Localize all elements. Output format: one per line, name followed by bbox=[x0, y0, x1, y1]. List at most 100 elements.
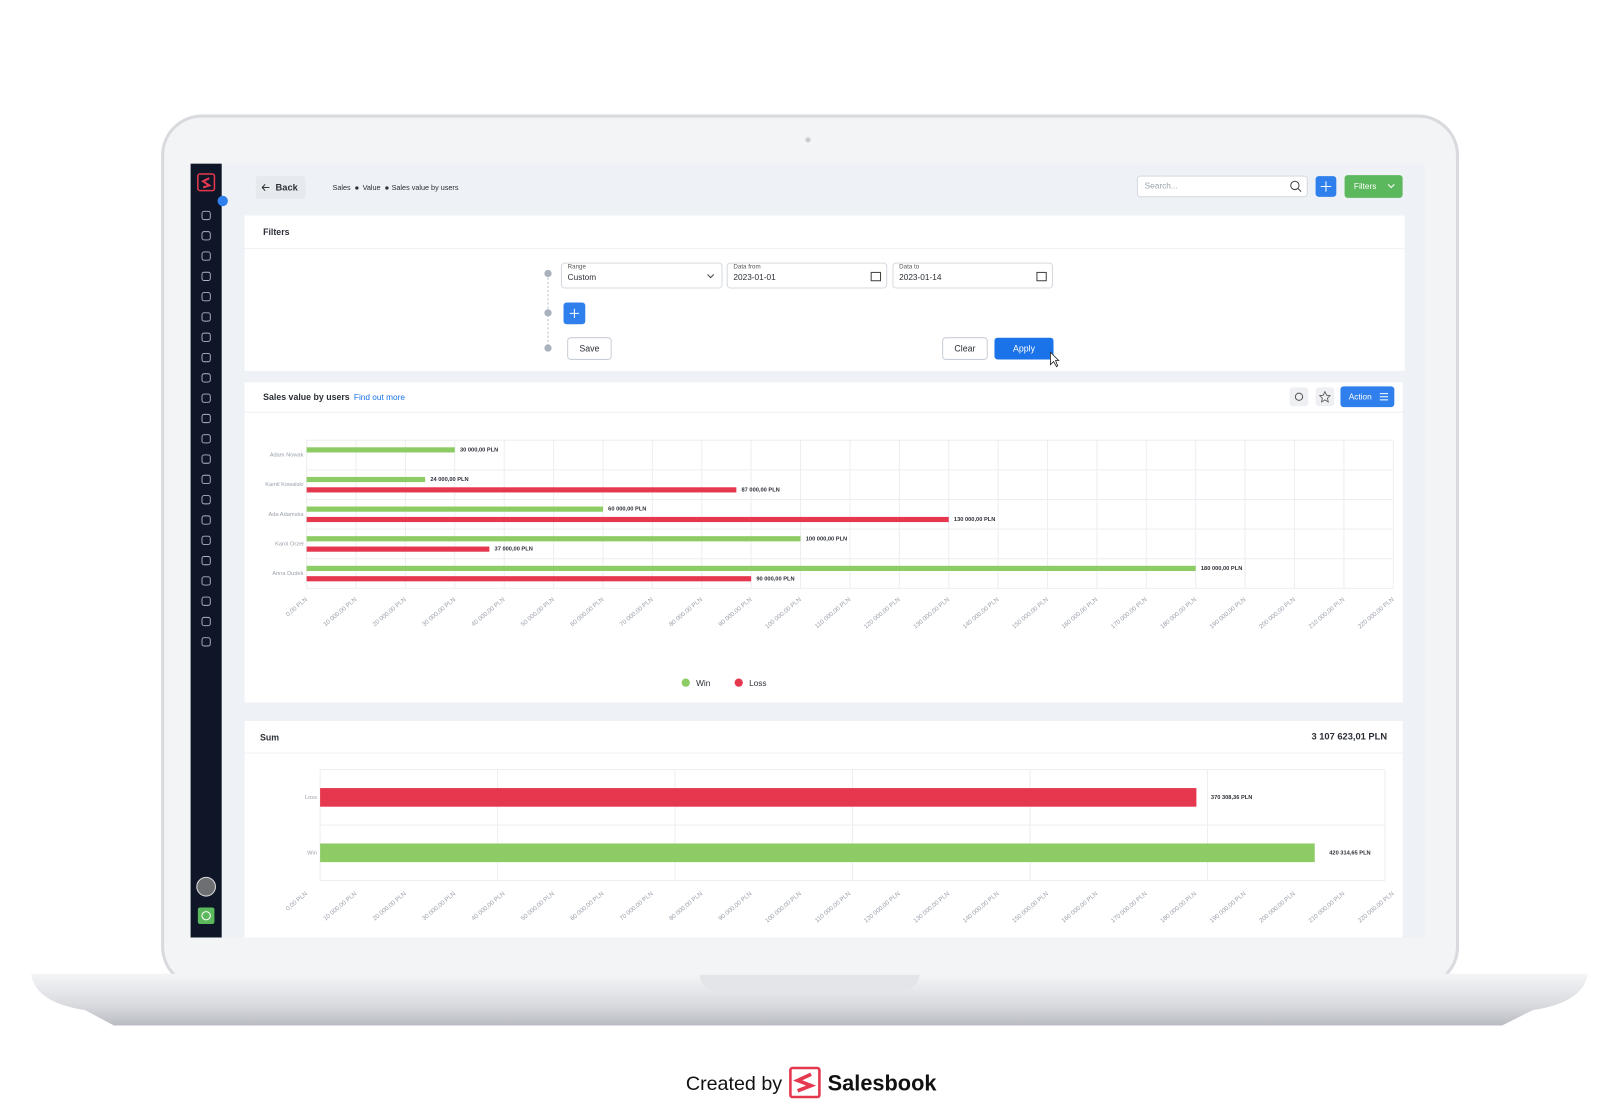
filters-panel bbox=[244, 215, 1405, 371]
breadcrumb-item[interactable]: Sales bbox=[333, 183, 352, 192]
add-icon bbox=[1320, 181, 1332, 192]
sidebar-icon[interactable] bbox=[201, 474, 211, 485]
app-logo[interactable] bbox=[197, 173, 216, 192]
save-label: Save bbox=[579, 343, 599, 353]
value-label: 100 000,00 PLN bbox=[806, 536, 847, 542]
breadcrumb-separator bbox=[385, 186, 389, 190]
search-icon bbox=[1290, 180, 1300, 191]
add-icon bbox=[569, 308, 580, 319]
y-tick-label: Win bbox=[307, 850, 317, 856]
sidebar-icon[interactable] bbox=[201, 251, 211, 261]
legend-swatch bbox=[681, 678, 690, 687]
sidebar-icon[interactable] bbox=[201, 413, 211, 424]
panel-title: Filters bbox=[263, 227, 290, 237]
settings-button[interactable] bbox=[1289, 387, 1309, 407]
back-arrow bbox=[261, 184, 270, 191]
filter-dot bbox=[544, 309, 552, 317]
sidebar-toggle[interactable] bbox=[217, 195, 228, 207]
laptop-base bbox=[31, 973, 1589, 1026]
back-label: Back bbox=[276, 182, 299, 192]
footer-text: Created by bbox=[686, 1073, 782, 1095]
brand-name: Salesbook bbox=[828, 1070, 938, 1095]
date-from-input[interactable] bbox=[726, 262, 888, 289]
favorite-button[interactable] bbox=[1315, 387, 1335, 407]
filter-dot bbox=[544, 344, 552, 352]
field-value: 2023-01-01 bbox=[733, 273, 776, 282]
sidebar-icon[interactable] bbox=[201, 312, 211, 322]
sidebar-icon[interactable] bbox=[201, 576, 211, 586]
value-label: 87 000,00 PLN bbox=[742, 487, 780, 493]
sidebar-icon[interactable] bbox=[201, 454, 211, 464]
legend-label[interactable]: Loss bbox=[749, 679, 766, 688]
sidebar-icon[interactable] bbox=[201, 616, 211, 627]
field-label: Data from bbox=[733, 263, 760, 270]
sidebar-icon[interactable] bbox=[201, 495, 211, 505]
value-label: 37 000,00 PLN bbox=[495, 547, 533, 553]
sidebar-icon[interactable] bbox=[201, 556, 211, 566]
timer-button[interactable] bbox=[197, 907, 215, 925]
sidebar-icon[interactable] bbox=[201, 515, 211, 525]
value-label: 90 000,00 PLN bbox=[756, 576, 794, 582]
app-logo-mark bbox=[200, 177, 212, 189]
clear-label: Clear bbox=[954, 343, 975, 353]
filters-button[interactable] bbox=[1344, 175, 1403, 198]
save-button[interactable] bbox=[567, 337, 612, 360]
range-select[interactable] bbox=[560, 262, 723, 289]
y-tick-label: Kamil Kowalski bbox=[265, 482, 303, 488]
sidebar-icon[interactable] bbox=[201, 352, 211, 363]
cursor bbox=[1049, 351, 1060, 368]
sum-total: 3 107 623,01 PLN bbox=[1311, 732, 1387, 742]
bar bbox=[306, 576, 752, 582]
value-label: 130 000,00 PLN bbox=[954, 517, 995, 523]
breadcrumb-item[interactable]: Value bbox=[363, 183, 381, 192]
find-out-more-link[interactable]: Find out more bbox=[354, 393, 405, 402]
sidebar-icon[interactable] bbox=[201, 596, 211, 606]
sidebar-icons bbox=[201, 210, 211, 647]
settings-icon bbox=[1294, 392, 1304, 401]
y-tick-label: Loss bbox=[305, 795, 317, 801]
search-placeholder: Search... bbox=[1145, 182, 1178, 191]
sidebar-icon[interactable] bbox=[201, 637, 211, 647]
chevron bbox=[1387, 184, 1395, 189]
bar bbox=[306, 487, 737, 493]
search-input[interactable] bbox=[1136, 175, 1308, 198]
y-tick-label: Karol Orzeł bbox=[275, 541, 304, 547]
filter-dot bbox=[544, 269, 552, 278]
sidebar-icon[interactable] bbox=[201, 210, 211, 221]
value-label: 420 314,65 PLN bbox=[1329, 850, 1370, 856]
sidebar-icon[interactable] bbox=[201, 292, 211, 302]
bar bbox=[306, 565, 1196, 571]
menu-icon bbox=[1379, 393, 1389, 401]
chart-panel bbox=[244, 382, 1403, 703]
sidebar-icon[interactable] bbox=[201, 373, 211, 383]
sidebar-icon[interactable] bbox=[201, 434, 211, 444]
sidebar-icon[interactable] bbox=[201, 231, 211, 241]
action-button[interactable] bbox=[1340, 386, 1395, 408]
sidebar-icon[interactable] bbox=[201, 332, 211, 342]
date-to-input[interactable] bbox=[892, 262, 1053, 289]
clear-button[interactable] bbox=[942, 337, 988, 360]
action-label: Action bbox=[1349, 392, 1372, 401]
legend-label[interactable]: Win bbox=[696, 679, 711, 688]
legend-swatch bbox=[734, 678, 743, 687]
sidebar-icon[interactable] bbox=[201, 393, 211, 403]
breadcrumb-item: Sales value by users bbox=[392, 183, 459, 192]
chart-title: Sales value by users bbox=[263, 392, 350, 402]
filters-button-label: Filters bbox=[1354, 182, 1377, 191]
breadcrumb-separator bbox=[355, 186, 359, 190]
apply-button[interactable] bbox=[994, 337, 1054, 360]
bar bbox=[320, 788, 1197, 807]
bar bbox=[306, 506, 603, 512]
value-label: 60 000,00 PLN bbox=[608, 507, 646, 513]
y-tick-label: Ada Adamska bbox=[268, 512, 304, 518]
value-label: 30 000,00 PLN bbox=[460, 447, 498, 453]
field-label: Data to bbox=[899, 263, 920, 270]
calendar-icon bbox=[1036, 271, 1047, 282]
user-avatar[interactable] bbox=[196, 876, 216, 897]
sidebar-icon[interactable] bbox=[201, 271, 211, 281]
value-label: 180 000,00 PLN bbox=[1201, 566, 1242, 572]
field-value: Custom bbox=[568, 273, 597, 282]
sidebar-icon[interactable] bbox=[201, 535, 211, 545]
back-button[interactable] bbox=[255, 176, 306, 199]
